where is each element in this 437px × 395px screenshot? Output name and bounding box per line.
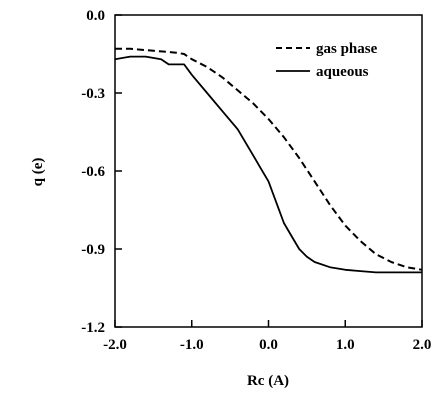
x-tick-label: 2.0: [413, 337, 432, 353]
x-axis: -2.0 -1.0 0.0 1.0 2.0: [103, 320, 431, 353]
legend-label-aqueous: aqueous: [316, 64, 369, 80]
x-tick-label: 1.0: [336, 337, 355, 353]
legend: gas phase aqueous: [276, 41, 378, 80]
y-axis-title: q (e): [30, 158, 46, 187]
y-axis: 0.0 -0.3 -0.6 -0.9 -1.2: [81, 8, 122, 336]
legend-label-gas-phase: gas phase: [316, 41, 378, 57]
series-line-aqueous: [114, 55, 422, 274]
y-tick-label: -0.3: [81, 86, 105, 102]
y-tick-label: 0.0: [86, 8, 105, 24]
series-line-gas-phase: [115, 47, 423, 271]
x-tick-label: -1.0: [180, 337, 204, 353]
x-tick-label: 0.0: [259, 337, 278, 353]
plot-frame: [114, 14, 423, 328]
y-tick-label: -0.9: [81, 242, 105, 258]
x-axis-title: Rc (A): [247, 373, 289, 389]
x-tick-label: -2.0: [103, 337, 127, 353]
y-tick-label: -0.6: [81, 164, 105, 180]
y-tick-label: -1.2: [81, 320, 105, 336]
series-layer: [114, 47, 423, 274]
